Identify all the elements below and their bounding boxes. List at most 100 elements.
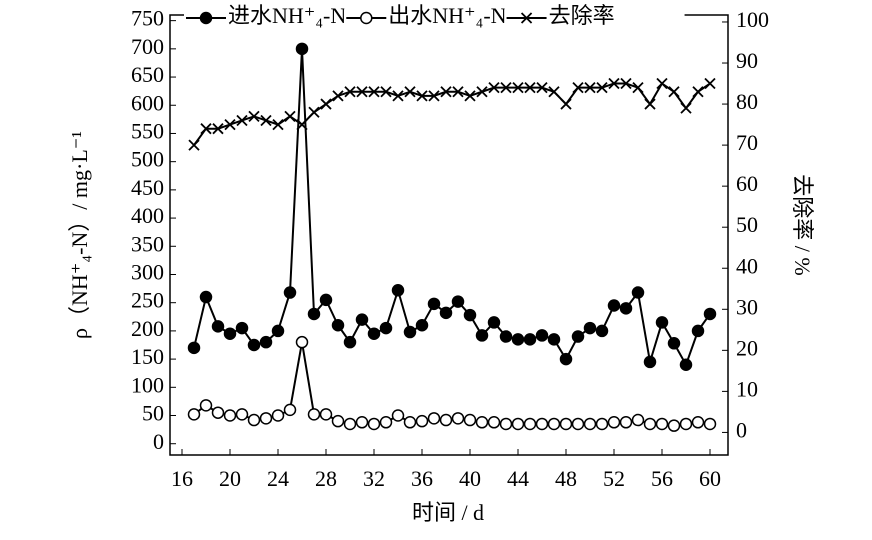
- marker: [620, 77, 632, 90]
- marker: [679, 358, 693, 371]
- marker: [571, 417, 585, 431]
- marker: [535, 417, 549, 431]
- marker: [391, 409, 405, 422]
- marker: [691, 416, 705, 429]
- marker: [416, 90, 428, 102]
- marker: [680, 102, 692, 114]
- marker: [307, 307, 321, 321]
- marker: [692, 86, 704, 98]
- marker: [631, 286, 645, 299]
- x-tick-label: 40: [459, 466, 481, 491]
- marker: [499, 330, 513, 343]
- x-tick-label: 44: [507, 466, 529, 491]
- marker: [248, 110, 260, 123]
- marker: [475, 329, 489, 342]
- y2-tick-label: 0: [736, 417, 747, 442]
- marker: [367, 327, 381, 340]
- marker: [319, 293, 333, 307]
- marker: [451, 412, 465, 425]
- marker: [200, 123, 212, 135]
- marker: [296, 118, 308, 131]
- marker: [523, 417, 537, 431]
- x-tick-label: 20: [219, 466, 241, 491]
- marker: [595, 324, 609, 338]
- x-tick-label: 24: [267, 466, 289, 491]
- marker: [584, 82, 596, 94]
- marker: [463, 413, 477, 427]
- marker: [643, 355, 657, 369]
- marker: [488, 82, 500, 94]
- marker: [704, 77, 716, 90]
- marker: [536, 82, 548, 94]
- y-axis-label: ρ（NH⁺₄-N）/ mg·L⁻¹: [67, 131, 92, 339]
- marker: [331, 319, 345, 332]
- marker: [608, 77, 620, 90]
- marker: [475, 416, 489, 429]
- marker: [596, 82, 608, 94]
- marker: [511, 417, 525, 431]
- marker: [439, 413, 453, 427]
- marker: [355, 416, 369, 429]
- y-tick-label: 500: [131, 147, 164, 172]
- marker: [487, 416, 501, 429]
- marker: [559, 352, 573, 366]
- legend-marker: [360, 11, 373, 25]
- series-line: [193, 48, 711, 368]
- marker: [295, 42, 309, 56]
- x-tick-label: 60: [699, 466, 721, 491]
- y-tick-label: 400: [131, 203, 164, 228]
- y-tick-label: 150: [131, 344, 164, 369]
- marker: [331, 414, 345, 428]
- marker: [560, 98, 572, 110]
- marker: [320, 98, 332, 110]
- y2-tick-label: 90: [736, 48, 758, 73]
- marker: [500, 82, 512, 94]
- marker: [247, 413, 261, 427]
- legend-label: 进水NH⁺₄-N: [228, 3, 346, 28]
- marker: [451, 295, 465, 308]
- y-tick-label: 50: [142, 401, 164, 426]
- x-tick-label: 16: [171, 466, 193, 491]
- marker: [271, 409, 285, 422]
- marker: [703, 417, 717, 431]
- y2-tick-label: 70: [736, 130, 758, 155]
- marker: [259, 335, 273, 349]
- marker: [187, 341, 201, 355]
- marker: [463, 308, 477, 322]
- y-tick-label: 100: [131, 372, 164, 397]
- marker: [547, 333, 561, 346]
- marker: [368, 86, 380, 98]
- y-tick-label: 450: [131, 175, 164, 200]
- marker: [547, 417, 561, 431]
- marker: [464, 90, 476, 102]
- marker: [667, 337, 681, 350]
- marker: [332, 90, 344, 102]
- marker: [559, 417, 573, 431]
- x-tick-label: 56: [651, 466, 673, 491]
- y-tick-label: 200: [131, 316, 164, 341]
- marker: [188, 139, 200, 151]
- marker: [344, 86, 356, 98]
- series-line: [193, 342, 711, 427]
- marker: [224, 118, 236, 131]
- marker: [427, 412, 441, 425]
- y-tick-label: 0: [153, 429, 164, 454]
- marker: [415, 414, 429, 428]
- marker: [187, 408, 201, 421]
- marker: [452, 86, 464, 98]
- marker: [212, 123, 224, 135]
- marker: [415, 319, 429, 332]
- marker: [548, 86, 560, 98]
- marker: [512, 82, 524, 94]
- marker: [343, 335, 357, 349]
- marker: [668, 86, 680, 98]
- y-tick-label: 700: [131, 34, 164, 59]
- marker: [284, 110, 296, 123]
- y2-tick-label: 100: [736, 7, 769, 32]
- y-tick-label: 300: [131, 260, 164, 285]
- marker: [223, 327, 237, 340]
- marker: [308, 106, 320, 118]
- marker: [571, 330, 585, 343]
